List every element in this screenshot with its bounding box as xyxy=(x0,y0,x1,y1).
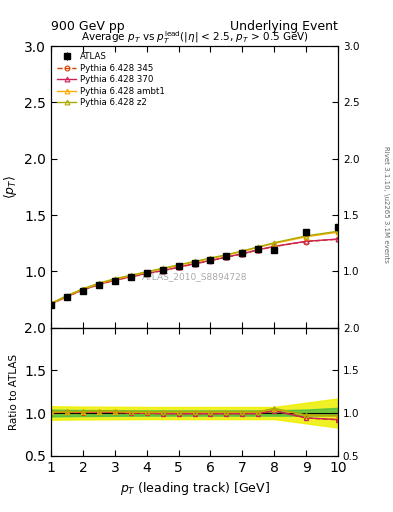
Pythia 6.428 ambt1 xyxy=(304,233,309,240)
Pythia 6.428 ambt1 xyxy=(65,293,70,299)
Pythia 6.428 ambt1 xyxy=(176,262,181,268)
Pythia 6.428 z2 xyxy=(65,293,70,299)
Pythia 6.428 ambt1 xyxy=(336,229,340,235)
Pythia 6.428 z2 xyxy=(336,228,340,234)
Text: Rivet 3.1.10, \u2265 3.1M events: Rivet 3.1.10, \u2265 3.1M events xyxy=(383,146,389,263)
Pythia 6.428 370 xyxy=(224,254,229,260)
Pythia 6.428 345 xyxy=(272,244,277,250)
Pythia 6.428 ambt1 xyxy=(97,281,101,287)
Pythia 6.428 345 xyxy=(112,277,117,283)
Pythia 6.428 z2 xyxy=(160,265,165,271)
Pythia 6.428 z2 xyxy=(208,255,213,261)
Pythia 6.428 370 xyxy=(144,270,149,276)
Pythia 6.428 345 xyxy=(65,294,70,300)
Pythia 6.428 370 xyxy=(65,293,70,300)
Pythia 6.428 ambt1 xyxy=(272,240,277,246)
Pythia 6.428 z2 xyxy=(256,244,261,250)
Pythia 6.428 370 xyxy=(97,282,101,288)
Pythia 6.428 370 xyxy=(176,264,181,270)
Pythia 6.428 z2 xyxy=(272,240,277,246)
Pythia 6.428 z2 xyxy=(97,280,101,286)
Y-axis label: Ratio to ATLAS: Ratio to ATLAS xyxy=(9,354,19,430)
Pythia 6.428 z2 xyxy=(49,300,53,306)
Pythia 6.428 ambt1 xyxy=(256,244,261,250)
Pythia 6.428 345 xyxy=(192,261,197,267)
Pythia 6.428 ambt1 xyxy=(144,269,149,275)
Pythia 6.428 345 xyxy=(224,254,229,260)
Legend: ATLAS, Pythia 6.428 345, Pythia 6.428 370, Pythia 6.428 ambt1, Pythia 6.428 z2: ATLAS, Pythia 6.428 345, Pythia 6.428 37… xyxy=(54,49,169,111)
Pythia 6.428 370 xyxy=(272,243,277,249)
Pythia 6.428 370 xyxy=(240,250,245,257)
Text: 900 GeV pp: 900 GeV pp xyxy=(51,20,125,33)
Pythia 6.428 370 xyxy=(208,258,213,264)
Pythia 6.428 370 xyxy=(160,267,165,273)
Pythia 6.428 345 xyxy=(176,264,181,270)
Pythia 6.428 345 xyxy=(336,236,340,242)
Pythia 6.428 345 xyxy=(240,251,245,257)
Y-axis label: $\langle p_T \rangle$: $\langle p_T \rangle$ xyxy=(2,175,19,199)
Pythia 6.428 345 xyxy=(97,282,101,288)
Pythia 6.428 370 xyxy=(112,277,117,283)
Pythia 6.428 370 xyxy=(192,261,197,267)
Pythia 6.428 ambt1 xyxy=(49,301,53,307)
Pythia 6.428 345 xyxy=(208,258,213,264)
Line: Pythia 6.428 370: Pythia 6.428 370 xyxy=(49,237,340,306)
Pythia 6.428 345 xyxy=(49,301,53,307)
Pythia 6.428 ambt1 xyxy=(129,273,133,279)
Pythia 6.428 ambt1 xyxy=(208,255,213,262)
Pythia 6.428 370 xyxy=(256,247,261,253)
Pythia 6.428 345 xyxy=(256,247,261,253)
Pythia 6.428 370 xyxy=(49,301,53,307)
Pythia 6.428 z2 xyxy=(304,233,309,239)
Pythia 6.428 345 xyxy=(304,239,309,245)
Pythia 6.428 345 xyxy=(129,274,133,280)
Pythia 6.428 ambt1 xyxy=(224,252,229,259)
Pythia 6.428 ambt1 xyxy=(160,266,165,272)
Text: Underlying Event: Underlying Event xyxy=(230,20,338,33)
Pythia 6.428 z2 xyxy=(81,286,85,292)
Line: Pythia 6.428 z2: Pythia 6.428 z2 xyxy=(49,229,340,306)
Pythia 6.428 z2 xyxy=(192,259,197,265)
Pythia 6.428 370 xyxy=(336,236,340,242)
Pythia 6.428 z2 xyxy=(129,272,133,279)
Pythia 6.428 370 xyxy=(129,274,133,280)
Pythia 6.428 z2 xyxy=(224,251,229,258)
Pythia 6.428 ambt1 xyxy=(81,286,85,292)
Title: Average $p_T$ vs $p_T^{\mathrm{lead}}$(|$\eta$| < 2.5, $p_T$ > 0.5 GeV): Average $p_T$ vs $p_T^{\mathrm{lead}}$(|… xyxy=(81,29,309,46)
Pythia 6.428 ambt1 xyxy=(240,248,245,254)
Pythia 6.428 345 xyxy=(81,287,85,293)
Pythia 6.428 ambt1 xyxy=(112,276,117,282)
Pythia 6.428 ambt1 xyxy=(192,259,197,265)
Pythia 6.428 z2 xyxy=(112,275,117,282)
Line: Pythia 6.428 345: Pythia 6.428 345 xyxy=(49,237,340,307)
Line: Pythia 6.428 ambt1: Pythia 6.428 ambt1 xyxy=(49,230,340,306)
Text: ATLAS_2010_S8894728: ATLAS_2010_S8894728 xyxy=(142,272,247,282)
Pythia 6.428 z2 xyxy=(144,269,149,275)
Pythia 6.428 345 xyxy=(160,268,165,274)
Pythia 6.428 z2 xyxy=(176,262,181,268)
Pythia 6.428 z2 xyxy=(240,248,245,254)
Pythia 6.428 370 xyxy=(81,287,85,293)
X-axis label: $p_T$ (leading track) [GeV]: $p_T$ (leading track) [GeV] xyxy=(119,480,270,497)
Pythia 6.428 345 xyxy=(144,270,149,276)
Pythia 6.428 370 xyxy=(304,238,309,244)
